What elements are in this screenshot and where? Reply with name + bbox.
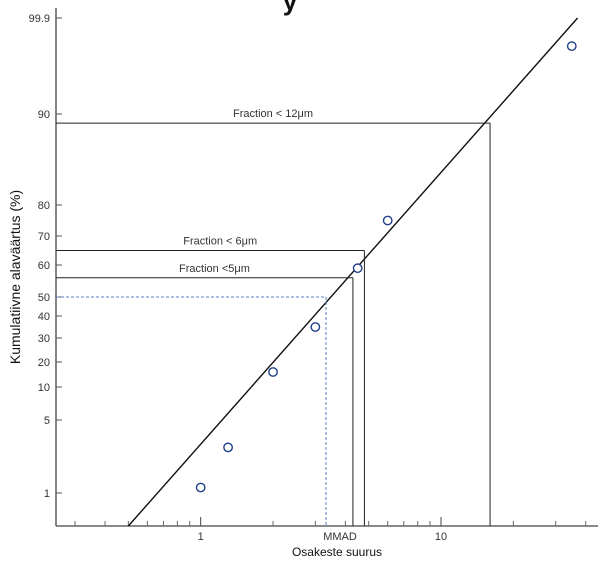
- y-tick-label: 90: [38, 109, 50, 121]
- y-axis-label: Kumulatiivne alaväärtus (%): [7, 190, 23, 364]
- data-point: [195, 482, 206, 493]
- x-tick-label: MMAD: [323, 531, 357, 543]
- y-tick-label: 99.9: [29, 13, 50, 25]
- y-tick-label: 20: [38, 357, 50, 369]
- x-tick-label: 10: [435, 531, 447, 543]
- x-axis-label: Osakeste suurus: [292, 545, 382, 559]
- fit-line: [127, 17, 579, 527]
- y-tick-label: 10: [38, 382, 50, 394]
- data-point: [566, 41, 577, 52]
- y-tick-label: 70: [38, 231, 50, 243]
- y-tick-label: 40: [38, 311, 50, 323]
- y-tick-label: 30: [38, 333, 50, 345]
- data-point: [310, 322, 321, 332]
- data-point: [382, 215, 393, 226]
- y-tick-label: 60: [38, 260, 50, 272]
- data-point: [223, 442, 233, 453]
- fraction-label: Fraction < 12μm: [233, 108, 313, 120]
- x-tick-label: 1: [198, 531, 204, 543]
- data-point: [268, 367, 278, 377]
- fraction-label: Fraction <5μm: [179, 263, 250, 275]
- y-tick-label: 1: [44, 488, 50, 500]
- y-tick-label: 50: [38, 292, 50, 304]
- y-tick-label: 5: [44, 415, 50, 427]
- chart-title-fragment: y: [283, 0, 298, 16]
- y-tick-label: 80: [38, 200, 50, 212]
- fraction-label: Fraction < 6μm: [183, 236, 257, 248]
- data-point: [352, 263, 363, 274]
